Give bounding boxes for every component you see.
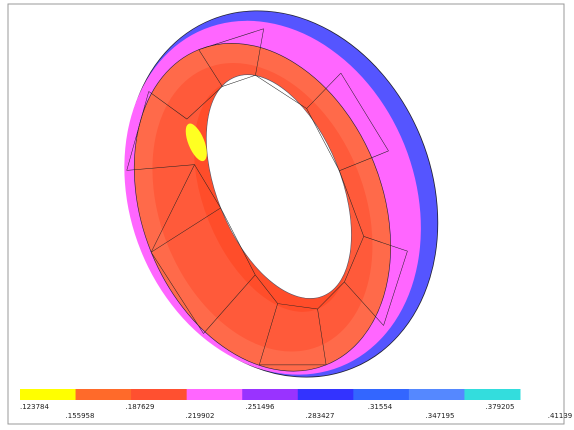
legend-swatch	[187, 389, 243, 400]
legend-swatch	[131, 389, 187, 400]
legend-swatch	[242, 389, 298, 400]
legend-label: .187629	[126, 403, 155, 411]
legend-label: .283427	[306, 412, 335, 420]
legend-label: .123784	[20, 403, 49, 411]
legend-swatch	[76, 389, 132, 400]
viewport: .123784 .155958 .187629 .219902 .251496 .2834…	[0, 0, 574, 430]
legend-label: .379205	[486, 403, 515, 411]
legend-swatch	[464, 389, 520, 400]
legend-swatch	[298, 389, 354, 400]
legend-swatch	[409, 389, 465, 400]
legend-label: .155958	[66, 412, 95, 420]
legend-label: .251496	[246, 403, 275, 411]
legend-swatch	[353, 389, 409, 400]
legend-swatch	[20, 389, 76, 400]
page: .123784 .155958 .187629 .219902 .251496 .2834…	[0, 0, 574, 430]
legend-label: .347195	[426, 412, 455, 420]
legend-label: .219902	[186, 412, 215, 420]
legend-label: .31554	[368, 403, 393, 411]
legend-label: .41139	[548, 412, 573, 420]
